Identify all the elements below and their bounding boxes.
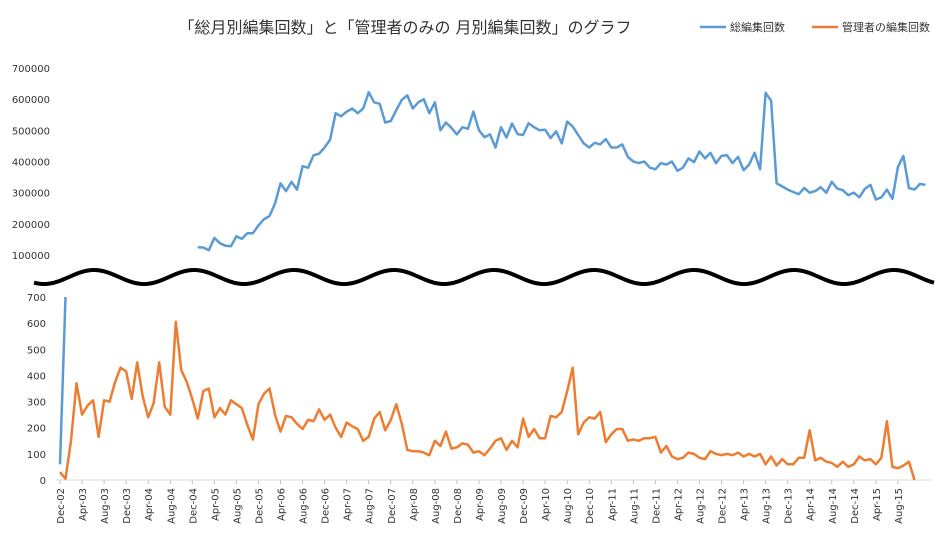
x-tick-label: Aug-12: [695, 488, 706, 524]
upper-y-tick-label: 100000: [12, 251, 50, 262]
x-tick-label: Dec-06: [321, 488, 332, 524]
x-tick-label: Aug-09: [497, 488, 508, 524]
x-tick-label: Apr-09: [475, 488, 486, 521]
upper-y-tick-label: 600000: [12, 95, 50, 106]
series-line-admin: [59, 320, 916, 481]
legend: 総編集回数 管理者の編集回数: [700, 20, 930, 34]
x-tick-label: Aug-11: [629, 488, 640, 524]
chart-title: 「総月別編集回数」と「管理者のみの 月別編集回数」のグラフ: [178, 18, 631, 37]
x-tick-label: Aug-08: [431, 488, 442, 524]
lower-y-axis: 0 100 200 300 400 500 600 700: [27, 293, 46, 487]
x-tick-label: Aug-03: [100, 488, 111, 524]
x-tick-label: Dec-12: [718, 488, 729, 524]
x-tick-label: Aug-14: [828, 488, 839, 524]
x-tick-label: Dec-04: [188, 488, 199, 524]
x-tick-label: Aug-07: [365, 488, 376, 524]
x-tick-label: Dec-02: [56, 488, 67, 524]
lower-y-tick-label: 400: [27, 371, 46, 382]
x-tick-label: Apr-12: [673, 488, 684, 521]
legend-label-admin: 管理者の編集回数: [842, 20, 930, 34]
x-tick-label: Apr-11: [607, 488, 618, 521]
series-line-total-lower: [58, 296, 67, 465]
upper-y-tick-label: 700000: [12, 64, 50, 75]
x-tick-label: Aug-10: [563, 488, 574, 524]
series-line-total-upper: [197, 91, 926, 252]
lower-y-tick-label: 0: [40, 476, 46, 487]
x-tick-label: Dec-08: [453, 488, 464, 524]
x-tick-label: Dec-13: [784, 488, 795, 524]
lower-y-tick-label: 500: [27, 345, 46, 356]
lower-plot-area: [58, 296, 916, 481]
x-tick-label: Dec-05: [254, 488, 265, 524]
x-tick-label: Apr-07: [343, 488, 354, 521]
x-tick-label: Apr-15: [872, 488, 883, 521]
upper-y-tick-label: 200000: [12, 220, 50, 231]
x-tick-label: Apr-13: [740, 488, 751, 521]
x-tick-label: Apr-10: [541, 488, 552, 521]
x-axis: Dec-02 Apr-03 Aug-03 Dec-03 Apr-04 Aug-04 Dec-…: [56, 480, 905, 524]
x-tick-label: Aug-13: [762, 488, 773, 524]
x-tick-label: Apr-14: [806, 488, 817, 521]
legend-label-total: 総編集回数: [730, 20, 785, 34]
axis-break-wave: [33, 267, 935, 287]
x-tick-label: Apr-08: [409, 488, 420, 521]
x-tick-label: Aug-06: [299, 488, 310, 524]
x-tick-label: Aug-04: [166, 488, 177, 524]
x-tick-label: Dec-09: [519, 488, 530, 524]
lower-y-tick-label: 100: [27, 450, 46, 461]
x-tick-label: Apr-05: [210, 488, 221, 521]
x-tick-label: Aug-15: [894, 488, 905, 524]
upper-y-tick-label: 400000: [12, 158, 50, 169]
upper-y-axis: 100000 200000 300000 400000 500000 600000 7000…: [12, 64, 50, 262]
lower-y-tick-label: 600: [27, 319, 46, 330]
lower-y-tick-label: 700: [27, 293, 46, 304]
x-tick-label: Dec-10: [585, 488, 596, 524]
x-tick-label: Dec-07: [387, 488, 398, 524]
x-tick-label: Dec-03: [122, 488, 133, 524]
lower-y-tick-label: 300: [27, 398, 46, 409]
lower-y-tick-label: 200: [27, 424, 46, 435]
upper-y-tick-label: 500000: [12, 126, 50, 137]
x-tick-label: Aug-05: [232, 488, 243, 524]
x-tick-label: Apr-04: [144, 488, 155, 521]
upper-plot-area: [197, 91, 926, 252]
x-tick-label: Dec-14: [850, 488, 861, 524]
x-tick-label: Apr-06: [277, 488, 288, 521]
upper-y-tick-label: 300000: [12, 189, 50, 200]
x-tick-label: Apr-03: [78, 488, 89, 521]
x-tick-label: Dec-11: [651, 488, 662, 524]
